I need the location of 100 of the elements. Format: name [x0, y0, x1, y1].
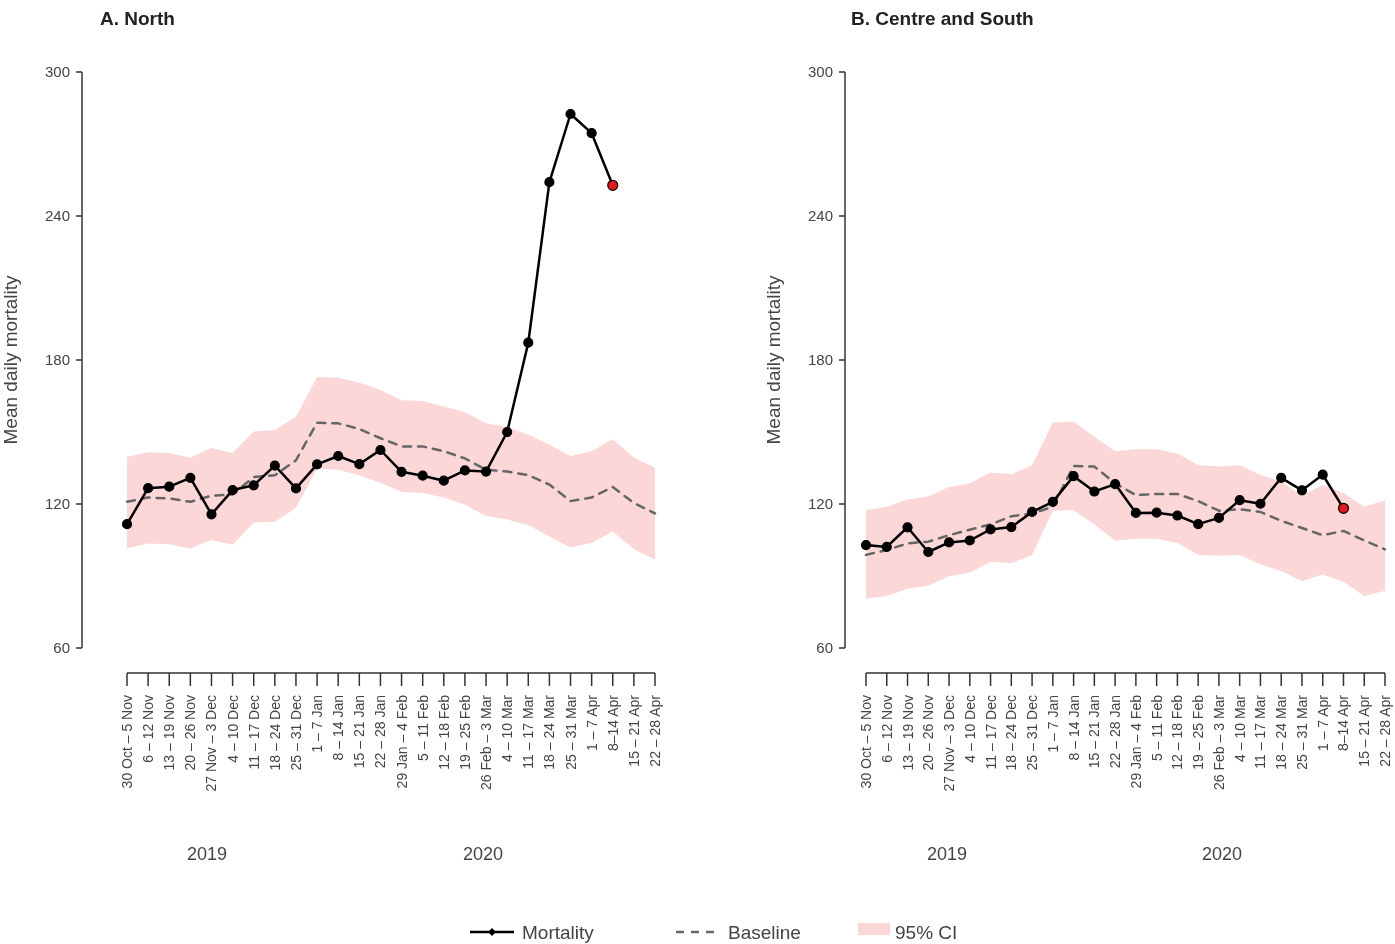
point	[354, 459, 365, 470]
y-tick-label: 180	[44, 351, 70, 369]
point	[1276, 472, 1287, 483]
x-tick-label: 27 Nov – 3 Dec	[203, 695, 220, 792]
x-tick-label: 22 – 28 Apr	[1377, 694, 1393, 767]
point	[607, 179, 619, 191]
point	[164, 481, 175, 492]
point	[1130, 507, 1141, 518]
point	[290, 483, 302, 494]
y-tick-label: 60	[816, 639, 833, 657]
x-tick-label: 13 – 19 Nov	[161, 695, 178, 771]
x-tick-label: 15 – 21 Apr	[625, 694, 642, 767]
y-axis-title: Mean daily mortality	[763, 275, 784, 445]
x-tick-label: 26 Feb – 3 Mar	[478, 694, 495, 790]
y-tick-label: 300	[44, 63, 70, 81]
x-tick-label: 6 – 12 Nov	[140, 695, 157, 763]
point	[1006, 521, 1017, 533]
x-tick-label: 12 – 18 Feb	[1169, 694, 1186, 770]
point	[502, 426, 513, 438]
text: 2019	[926, 844, 968, 864]
x-tick-label: 18 – 24 Dec	[1003, 695, 1020, 771]
x-tick-label: 15 – 21 Jan	[351, 695, 368, 769]
point	[375, 444, 386, 456]
x-tick-label: 5 – 11 Feb	[1148, 694, 1165, 761]
text: 2020	[462, 844, 504, 864]
x-tick-label: 13 – 19 Nov	[899, 695, 916, 771]
legend-label: Mortality	[522, 921, 595, 943]
point	[438, 475, 449, 486]
legend-label: Baseline	[728, 921, 801, 943]
x-tick-label: 20 – 26 Nov	[920, 695, 937, 771]
point	[1110, 478, 1121, 490]
x-tick-label: 18 – 24 Mar	[1273, 694, 1290, 770]
x-tick-label: 25 – 31 Mar	[562, 694, 579, 770]
point	[333, 450, 344, 462]
text: 2020	[1201, 844, 1243, 864]
y-tick-label: 240	[44, 207, 70, 225]
point	[1337, 502, 1350, 514]
x-tick-label: 11 – 17 Mar	[520, 694, 537, 769]
y-axis-title: Mean daily mortality	[0, 275, 21, 445]
point	[1047, 496, 1058, 507]
point	[311, 459, 323, 470]
point	[1255, 498, 1266, 509]
x-tick-label: 20 – 26 Nov	[182, 695, 199, 771]
x-tick-label: 1 – 7 Jan	[309, 695, 326, 753]
point	[1068, 471, 1079, 482]
x-tick-label: 11 – 17 Mar	[1252, 694, 1269, 769]
x-tick-label: 15 – 21 Jan	[1086, 695, 1103, 769]
x-tick-label: 19 – 25 Feb	[1190, 694, 1207, 770]
y-tick-label: 120	[807, 495, 833, 513]
x-tick-label: 4 – 10 Dec	[224, 695, 241, 763]
point	[1213, 512, 1225, 524]
point	[417, 470, 428, 481]
x-tick-label: 8–14 Apr	[1335, 694, 1352, 752]
point	[227, 484, 238, 496]
point	[544, 177, 555, 188]
legend-label: 95% CI	[895, 921, 958, 943]
x-tick-label: 11 – 17 Dec	[245, 695, 262, 770]
x-tick-label: 12 – 18 Feb	[435, 694, 452, 770]
point	[1296, 485, 1308, 496]
point	[943, 537, 955, 548]
point	[881, 541, 892, 553]
point	[964, 535, 975, 546]
point	[1151, 507, 1162, 518]
point	[1026, 506, 1038, 518]
point	[586, 128, 597, 139]
text: 2019	[186, 844, 228, 864]
y-tick-label: 300	[807, 63, 833, 81]
point	[143, 483, 154, 494]
point	[480, 466, 492, 477]
x-tick-label: 8 – 14 Jan	[330, 695, 347, 761]
point	[269, 460, 280, 471]
x-tick-label: 25 – 31 Dec	[287, 695, 304, 771]
point	[396, 466, 407, 477]
x-tick-label: 22 – 28 Apr	[647, 694, 663, 767]
point	[1317, 469, 1328, 480]
point	[1089, 486, 1100, 497]
x-tick-label: 5 – 11 Feb	[414, 694, 431, 761]
y-tick-label: 240	[807, 207, 833, 225]
x-tick-label: 30 Oct – 5 Nov	[858, 695, 874, 789]
point	[860, 539, 872, 551]
point	[459, 465, 471, 476]
point	[923, 546, 934, 558]
x-tick-label: 22 – 28 Jan	[372, 695, 389, 769]
x-tick-label: 29 Jan – 4 Feb	[393, 694, 410, 789]
x-tick-label: 4 – 10 Mar	[1231, 694, 1248, 762]
x-tick-label: 1 – 7 Apr	[583, 694, 600, 752]
x-tick-label: 19 – 25 Feb	[456, 694, 473, 770]
y-tick-label: 120	[44, 495, 70, 513]
y-tick-label: 180	[807, 351, 833, 369]
y-tick-label: 60	[53, 639, 70, 657]
x-tick-label: 18 – 24 Dec	[266, 695, 283, 771]
point	[248, 480, 259, 491]
x-tick-label: 25 – 31 Mar	[1293, 694, 1310, 770]
x-tick-label: 4 – 10 Dec	[961, 695, 978, 763]
point	[523, 337, 534, 348]
x-tick-label: 15 – 21 Apr	[1356, 694, 1373, 767]
x-tick-label: 1 – 7 Jan	[1044, 695, 1061, 753]
x-tick-label: 4 – 10 Mar	[499, 694, 516, 762]
point	[902, 522, 913, 533]
x-tick-label: 26 Feb – 3 Mar	[1210, 694, 1227, 790]
